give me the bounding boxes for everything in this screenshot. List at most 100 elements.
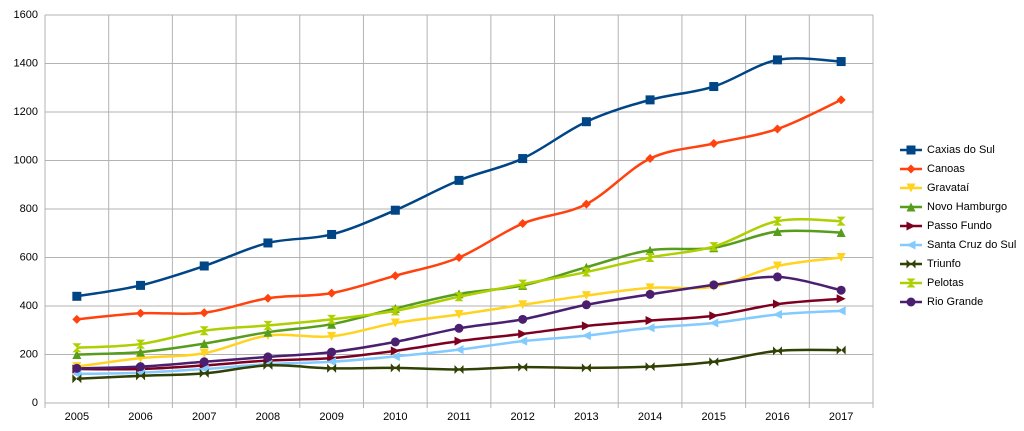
data-point [709,357,719,367]
series [72,306,846,379]
data-point [263,320,273,330]
data-point [199,261,209,271]
y-tick-label: 1400 [14,57,38,69]
data-point [263,238,273,248]
data-point [263,293,273,303]
data-point [772,124,782,134]
data-point [518,219,528,229]
x-tick-label: 2013 [574,411,598,423]
data-point [581,300,591,310]
x-tick-label: 2008 [256,411,280,423]
data-point [709,242,719,252]
data-point [263,352,273,362]
data-point [772,346,782,356]
legend-label: Rio Grande [927,296,983,308]
legend-label: Caxias do Sul [927,144,995,156]
legend-marker [906,164,916,174]
legend-label: Canoas [927,163,965,175]
data-point [327,357,337,367]
series [72,272,846,373]
data-point [390,337,400,347]
data-point [327,347,337,357]
data-point [199,308,209,318]
data-point [72,350,82,359]
data-point [390,351,400,361]
data-point [772,55,782,65]
legend-label: Novo Hamburgo [927,201,1007,213]
series [72,345,846,384]
x-tick-label: 2010 [383,411,407,423]
data-point [454,336,464,346]
y-tick-label: 200 [20,348,38,360]
data-point [836,285,846,295]
legend-marker [906,202,916,212]
y-tick-label: 600 [20,251,38,263]
data-point [454,323,464,333]
data-point [709,311,719,321]
data-point [581,363,591,373]
data-point [327,314,337,324]
data-point [772,309,782,319]
data-point [518,279,528,289]
data-point [836,345,846,355]
data-point [645,283,655,293]
data-point [772,227,782,237]
y-tick-label: 0 [32,397,38,409]
data-point [136,347,146,357]
data-point [454,253,464,262]
x-tick-label: 2009 [319,411,343,423]
data-point [581,291,591,301]
data-point [772,299,782,309]
data-point [72,314,82,324]
data-point [772,261,782,271]
data-point [709,280,719,290]
data-point [836,253,846,262]
data-point [327,331,337,341]
data-point [772,216,782,226]
data-point [327,363,337,373]
legend-marker [906,221,916,231]
legend-marker [906,240,916,250]
data-point [836,95,846,105]
data-point [390,318,400,328]
data-point [581,267,591,277]
data-point [136,339,146,349]
series [72,216,846,353]
x-tick-label: 2016 [765,411,789,423]
data-point [72,374,82,384]
series-line [76,217,842,349]
data-point [327,319,337,329]
data-point [836,216,846,226]
legend-label: Triunfo [927,258,961,270]
legend-marker [906,183,916,193]
data-point [772,272,782,282]
legend-marker [906,297,916,307]
data-point [454,365,464,375]
data-point [199,326,209,336]
data-point [581,117,591,127]
data-point [327,288,337,298]
x-tick-label: 2007 [192,411,216,423]
data-point [836,228,846,238]
data-point [199,348,209,358]
data-point [518,336,528,346]
data-point [390,306,400,316]
data-point [136,362,146,372]
y-tick-label: 1000 [14,154,38,166]
data-point [518,300,528,310]
legend-marker [906,278,916,288]
data-point [72,291,82,301]
data-point [136,371,146,381]
x-tick-label: 2011 [447,411,471,423]
data-point [645,323,655,333]
legend-marker [906,145,916,155]
data-point [645,245,655,255]
data-point [454,175,464,185]
data-point [454,292,464,302]
x-tick-label: 2015 [702,411,726,423]
data-point [836,57,846,67]
x-tick-label: 2017 [829,411,853,423]
y-tick-label: 1600 [14,9,38,21]
data-point [390,271,400,281]
